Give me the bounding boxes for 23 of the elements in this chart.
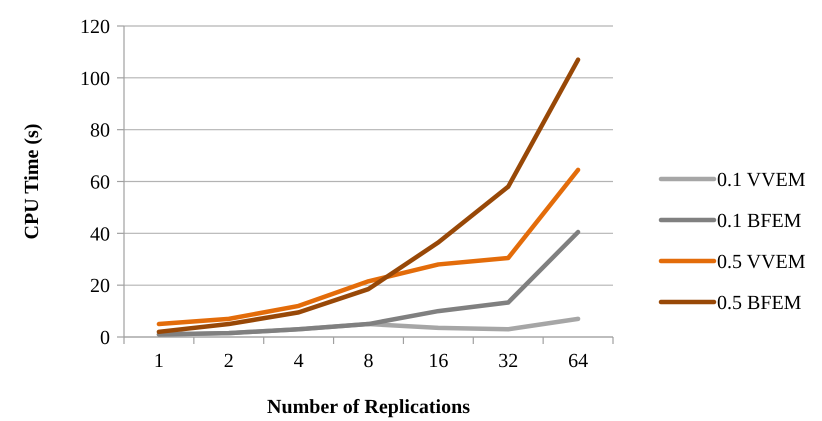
legend-label: 0.5 VVEM <box>717 251 806 273</box>
y-tick-label: 120 <box>80 16 110 38</box>
y-axis-title: CPU Time (s) <box>21 124 43 240</box>
x-tick-label: 32 <box>498 350 518 372</box>
x-tick-label: 64 <box>568 350 588 372</box>
legend-label: 0.5 BFEM <box>717 292 802 314</box>
x-tick-label: 16 <box>428 350 448 372</box>
y-tick-label: 40 <box>90 223 110 246</box>
x-tick-label: 2 <box>224 350 234 372</box>
legend-label: 0.1 BFEM <box>717 210 802 232</box>
line-series <box>156 168 580 326</box>
y-tick-label: 100 <box>80 68 110 90</box>
y-tick-label: 60 <box>90 172 110 194</box>
x-axis-title: Number of Replications <box>267 396 470 418</box>
y-tick-label: 20 <box>90 275 110 298</box>
x-tick-label: 1 <box>154 350 164 372</box>
line-series <box>156 57 580 334</box>
x-tick-label: 8 <box>364 350 374 372</box>
x-tick-label: 4 <box>294 350 304 372</box>
y-tick-label: 80 <box>90 120 110 142</box>
y-tick-label: 0 <box>100 327 110 349</box>
line-series <box>156 230 580 337</box>
legend-label: 0.1 VVEM <box>717 169 806 191</box>
